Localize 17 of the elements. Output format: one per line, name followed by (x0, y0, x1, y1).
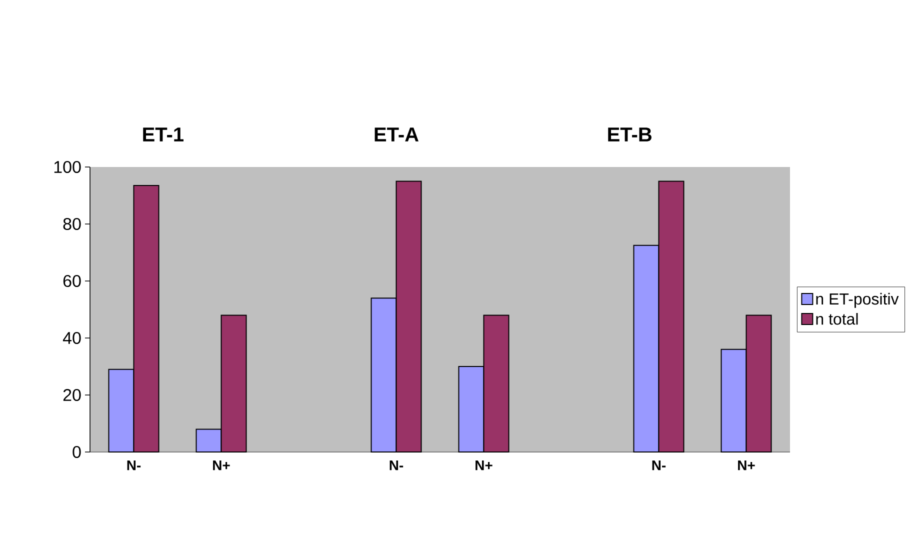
legend-label: n ET-positiv (816, 292, 899, 308)
x-tick-label: N+ (476, 460, 492, 470)
x-tick-label: N- (127, 460, 141, 470)
text: ET-1 (143, 128, 184, 142)
x-tick-label: N- (652, 460, 666, 470)
y-tick-label: 0 (72, 446, 81, 458)
x-tick-label: N+ (738, 460, 755, 470)
y-tick-label: 60 (63, 274, 81, 288)
y-tick-label: 80 (63, 218, 81, 230)
x-tick-label: N- (390, 460, 404, 470)
x-tick-label: N+ (213, 460, 230, 470)
legend-label: n total (816, 313, 858, 325)
y-tick-label: 20 (63, 388, 81, 402)
text: ET-B (608, 128, 652, 142)
y-tick-label: 100 (54, 160, 81, 174)
y-tick-label: 40 (62, 332, 81, 344)
text: ET-A (374, 128, 419, 142)
